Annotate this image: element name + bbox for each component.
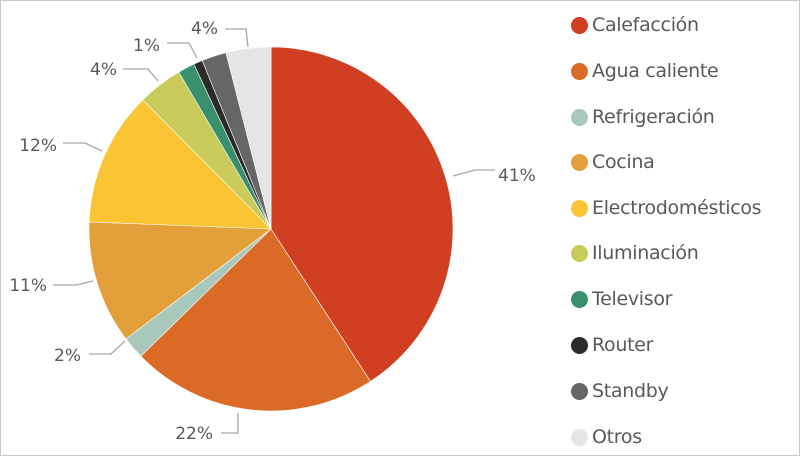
data-label: 41% bbox=[498, 166, 536, 186]
leader-lines bbox=[53, 28, 495, 434]
legend-label: Electrodomésticos bbox=[592, 197, 762, 219]
leader-line bbox=[89, 340, 126, 355]
legend-item-standby[interactable]: Standby bbox=[571, 376, 669, 406]
pie-slice-cocina[interactable] bbox=[88, 221, 272, 340]
legend-label: Refrigeración bbox=[592, 106, 715, 128]
legend-dot-icon bbox=[571, 16, 588, 34]
legend-dot-icon bbox=[571, 290, 588, 308]
pie-slices bbox=[88, 46, 454, 412]
legend-label: Otros bbox=[592, 426, 642, 448]
legend-dot-icon bbox=[571, 108, 588, 126]
data-label: 1% bbox=[133, 36, 160, 56]
legend-dot-icon bbox=[571, 153, 588, 171]
legend-item-refrigeracion[interactable]: Refrigeración bbox=[571, 102, 715, 132]
pie-slice-calefaccion[interactable] bbox=[270, 46, 454, 382]
leader-line bbox=[452, 169, 495, 177]
leader-line bbox=[225, 28, 249, 48]
legend-dot-icon bbox=[571, 428, 588, 446]
legend-dot-icon bbox=[571, 199, 588, 217]
legend-item-electrodomesticos[interactable]: Electrodomésticos bbox=[571, 193, 762, 223]
data-label: 4% bbox=[191, 19, 218, 39]
pie-slice-electrodomesticos[interactable] bbox=[88, 99, 272, 230]
data-label: 11% bbox=[9, 276, 47, 296]
legend-label: Agua caliente bbox=[592, 60, 719, 82]
legend-item-cocina[interactable]: Cocina bbox=[571, 147, 655, 177]
pie-chart: 41% 22% 2% 11% 12% 4% 1% 4% bbox=[9, 19, 536, 444]
pie-slice-otros[interactable] bbox=[225, 46, 272, 230]
leader-line bbox=[53, 280, 94, 286]
leader-line bbox=[123, 68, 159, 82]
data-label: 22% bbox=[175, 424, 213, 444]
legend-label: Router bbox=[592, 334, 654, 356]
legend-label: Televisor bbox=[592, 288, 673, 310]
legend-dot-icon bbox=[571, 62, 588, 80]
legend-dot-icon bbox=[571, 336, 588, 354]
legend-item-agua-caliente[interactable]: Agua caliente bbox=[571, 56, 719, 86]
pie-slice-agua-caliente[interactable] bbox=[140, 228, 371, 412]
data-labels: 41% 22% 2% 11% 12% 4% 1% 4% bbox=[9, 19, 536, 444]
legend-item-otros[interactable]: Otros bbox=[571, 422, 642, 452]
legend-item-iluminacion[interactable]: Iluminación bbox=[571, 238, 699, 268]
leader-line bbox=[167, 42, 198, 59]
leader-line bbox=[221, 413, 239, 434]
legend-dot-icon bbox=[571, 244, 588, 262]
legend-item-televisor[interactable]: Televisor bbox=[571, 284, 673, 314]
data-label: 2% bbox=[54, 346, 81, 366]
legend-dot-icon bbox=[571, 382, 588, 400]
leader-line bbox=[63, 142, 103, 152]
legend-item-router[interactable]: Router bbox=[571, 330, 653, 360]
legend-label: Calefacción bbox=[592, 14, 699, 36]
legend-label: Cocina bbox=[592, 151, 655, 173]
legend-label: Standby bbox=[592, 380, 669, 402]
legend-item-calefaccion[interactable]: Calefacción bbox=[571, 10, 699, 40]
legend-label: Iluminación bbox=[592, 242, 699, 264]
data-label: 12% bbox=[19, 136, 57, 156]
data-label: 4% bbox=[90, 60, 117, 80]
